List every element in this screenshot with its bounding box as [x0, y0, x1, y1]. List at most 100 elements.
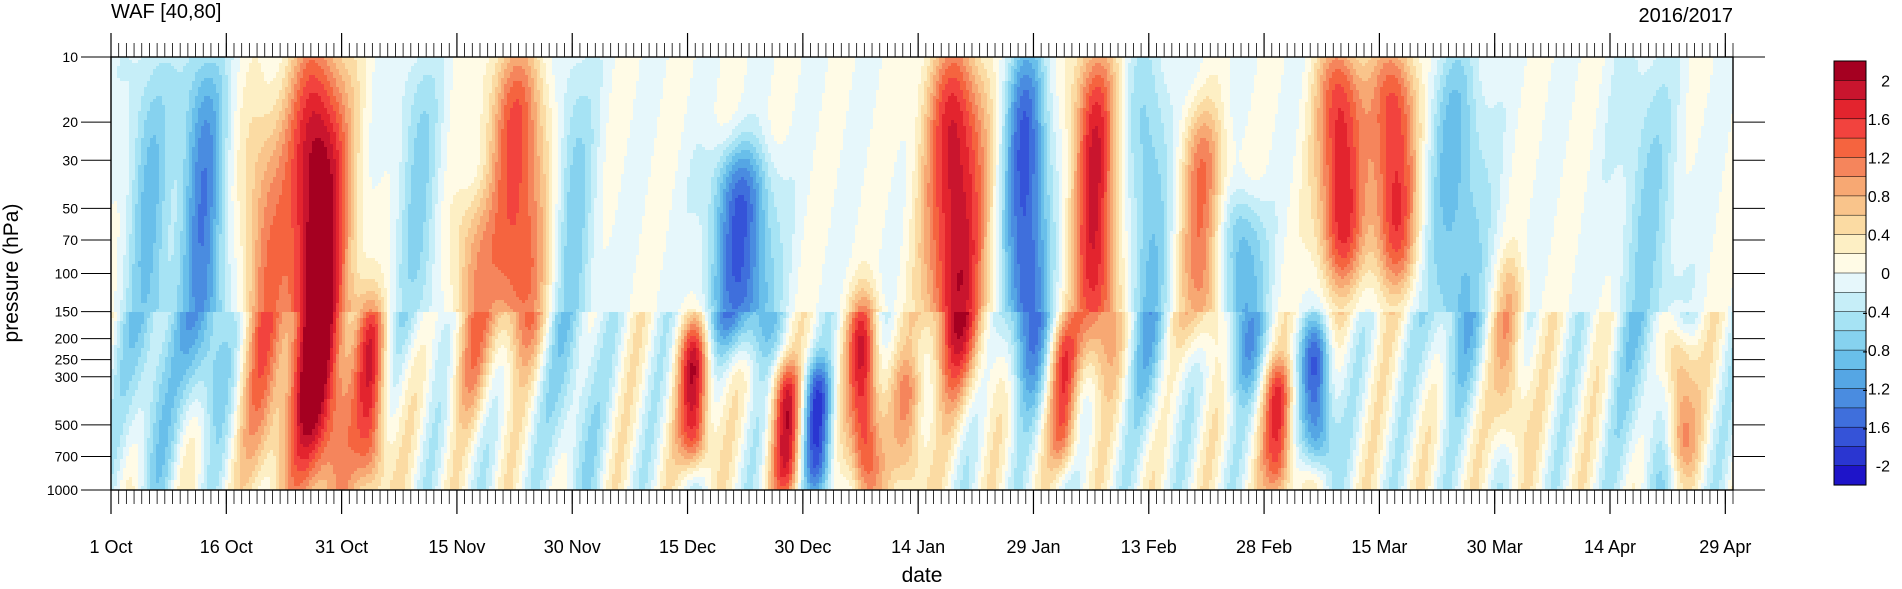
heatmap-cell — [171, 72, 175, 76]
heatmap-cell — [138, 144, 142, 148]
heatmap-cell — [144, 465, 148, 469]
heatmap-cell — [162, 429, 166, 433]
heatmap-cell — [168, 99, 172, 103]
heatmap-cell — [117, 78, 121, 82]
heatmap-cell — [162, 84, 166, 88]
heatmap-cell — [156, 201, 160, 205]
heatmap-cell — [138, 165, 142, 169]
heatmap-cell — [120, 129, 124, 133]
heatmap-cell — [141, 315, 145, 319]
heatmap-cell — [117, 375, 121, 379]
heatmap-cell — [129, 438, 133, 442]
heatmap-cell — [171, 180, 175, 184]
heatmap-cell — [126, 360, 130, 364]
heatmap-cell — [159, 186, 163, 190]
heatmap-cell — [141, 477, 145, 481]
heatmap-cell — [123, 102, 127, 106]
heatmap-cell — [156, 228, 160, 232]
heatmap-cell — [123, 378, 127, 382]
heatmap-cell — [153, 294, 157, 298]
heatmap-cell — [147, 186, 151, 190]
heatmap-cell — [120, 258, 124, 262]
heatmap-cell — [123, 486, 127, 490]
heatmap-cell — [165, 141, 169, 145]
heatmap-cell — [117, 171, 121, 175]
heatmap-cell — [126, 459, 130, 463]
heatmap-cell — [123, 453, 127, 457]
heatmap-cell — [168, 117, 172, 121]
heatmap-cell — [126, 339, 130, 343]
heatmap-cell — [135, 360, 139, 364]
heatmap-cell — [159, 78, 163, 82]
heatmap-cell — [168, 255, 172, 259]
heatmap-cell — [144, 222, 148, 226]
heatmap-cell — [129, 147, 133, 151]
heatmap-cell — [126, 129, 130, 133]
heatmap-cell — [114, 252, 118, 256]
heatmap-cell — [168, 339, 172, 343]
heatmap-cell — [147, 96, 151, 100]
heatmap-cell — [114, 225, 118, 229]
heatmap-cell — [171, 300, 175, 304]
heatmap-cell — [159, 411, 163, 415]
heatmap-cell — [123, 192, 127, 196]
heatmap-cell — [150, 96, 154, 100]
heatmap-cell — [162, 252, 166, 256]
heatmap-cell — [171, 249, 175, 253]
heatmap-cell — [117, 420, 121, 424]
heatmap-cell — [114, 276, 118, 280]
heatmap-cell — [117, 174, 121, 178]
heatmap-cell — [171, 327, 175, 331]
heatmap-cell — [147, 471, 151, 475]
heatmap-cell — [117, 87, 121, 91]
heatmap-cell — [126, 66, 130, 70]
heatmap-cell — [114, 219, 118, 223]
heatmap-cell — [126, 201, 130, 205]
heatmap-cell — [153, 378, 157, 382]
heatmap-cell — [159, 267, 163, 271]
heatmap-cell — [117, 333, 121, 337]
heatmap-cell — [138, 393, 142, 397]
heatmap-cell — [117, 363, 121, 367]
heatmap-cell — [147, 111, 151, 115]
heatmap-cell — [156, 303, 160, 307]
heatmap-cell — [126, 189, 130, 193]
heatmap-cell — [141, 123, 145, 127]
heatmap-cell — [132, 483, 136, 487]
heatmap-cell — [123, 300, 127, 304]
heatmap-cell — [159, 210, 163, 214]
heatmap-cell — [147, 420, 151, 424]
heatmap-cell — [144, 273, 148, 277]
heatmap-cell — [162, 312, 166, 316]
heatmap-cell — [156, 456, 160, 460]
heatmap-cell — [129, 279, 133, 283]
heatmap-cell — [165, 75, 169, 79]
heatmap-cell — [114, 285, 118, 289]
heatmap-cell — [132, 177, 136, 181]
heatmap-cell — [120, 291, 124, 295]
heatmap-cell — [147, 87, 151, 91]
heatmap-cell — [123, 402, 127, 406]
heatmap-cell — [117, 270, 121, 274]
heatmap-cell — [159, 378, 163, 382]
heatmap-cell — [153, 420, 157, 424]
heatmap-cell — [132, 462, 136, 466]
heatmap-cell — [144, 72, 148, 76]
heatmap-cell — [117, 180, 121, 184]
heatmap-cell — [141, 132, 145, 136]
heatmap-cell — [150, 351, 154, 355]
heatmap-cell — [144, 177, 148, 181]
heatmap-cell — [153, 474, 157, 478]
heatmap-cell — [165, 216, 169, 220]
heatmap-cell — [162, 150, 166, 154]
heatmap-cell — [159, 228, 163, 232]
heatmap-cell — [141, 378, 145, 382]
heatmap-cell — [114, 315, 118, 319]
heatmap-cell — [153, 81, 157, 85]
heatmap-cell — [159, 456, 163, 460]
heatmap-cell — [123, 117, 127, 121]
heatmap-cell — [114, 459, 118, 463]
heatmap-cell — [123, 327, 127, 331]
heatmap-cell — [129, 174, 133, 178]
heatmap-cell — [117, 147, 121, 151]
